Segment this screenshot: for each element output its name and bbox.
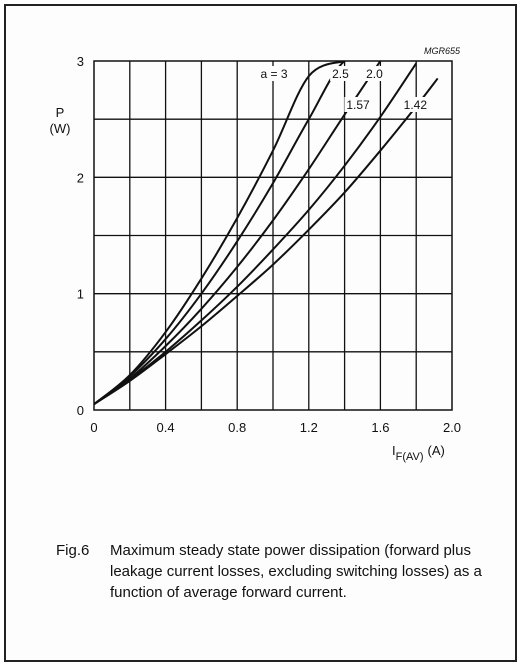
- x-tick-label: 0.4: [157, 420, 175, 435]
- x-axis-label: IF(AV) (A): [392, 443, 445, 463]
- curves: a = 3 2.5 2.0 1.57 1.42: [94, 61, 439, 406]
- curve-label-background: [364, 66, 390, 81]
- x-tick-label: 1.2: [300, 420, 318, 435]
- y-axis-label: P: [56, 105, 65, 120]
- curve-2.0: [94, 61, 382, 405]
- y-tick-label: 0: [77, 403, 84, 418]
- figure-caption-text: Maximum steady state power dissipation (…: [110, 542, 482, 601]
- curve-label-background: [330, 66, 356, 81]
- curve-label: 2.0: [366, 67, 383, 81]
- x-tick-label: 0.8: [228, 420, 246, 435]
- figure-caption: Fig.6 Maximum steady state power dissipa…: [56, 540, 496, 603]
- x-axis-label-sub: F(AV): [396, 451, 424, 463]
- plot-border: [93, 60, 453, 411]
- x-axis-label-main: I: [392, 443, 396, 458]
- curve-label-background: [344, 97, 377, 112]
- y-tick-label: 2: [77, 170, 84, 185]
- figure-code: MGR655: [424, 46, 461, 56]
- x-tick-label: 1.6: [371, 420, 389, 435]
- y-tick-label: 1: [77, 287, 84, 302]
- curve-label-background: [401, 97, 434, 112]
- curve-a-3: [94, 61, 345, 405]
- x-axis-label-unit: (A): [428, 443, 445, 458]
- y-tick-labels: 0 1 2 3: [77, 54, 84, 418]
- figure-number: Fig.6: [56, 542, 90, 559]
- x-tick-labels: 0 0.4 0.8 1.2 1.6 2.0: [90, 420, 461, 435]
- figure-frame: [4, 4, 517, 662]
- x-tick-label: 0: [90, 420, 97, 435]
- curve-label: 2.5: [332, 67, 349, 81]
- curve-label: a = 3: [260, 67, 287, 81]
- x-tick-label: 2.0: [443, 420, 461, 435]
- curve-label: 1.57: [346, 98, 370, 112]
- curve-label-background: [258, 66, 298, 81]
- curve-1.42: [94, 77, 439, 406]
- y-tick-label: 3: [77, 54, 84, 69]
- curve-1.57: [94, 62, 418, 406]
- y-axis-unit: (W): [50, 121, 71, 136]
- curve-label: 1.42: [404, 98, 428, 112]
